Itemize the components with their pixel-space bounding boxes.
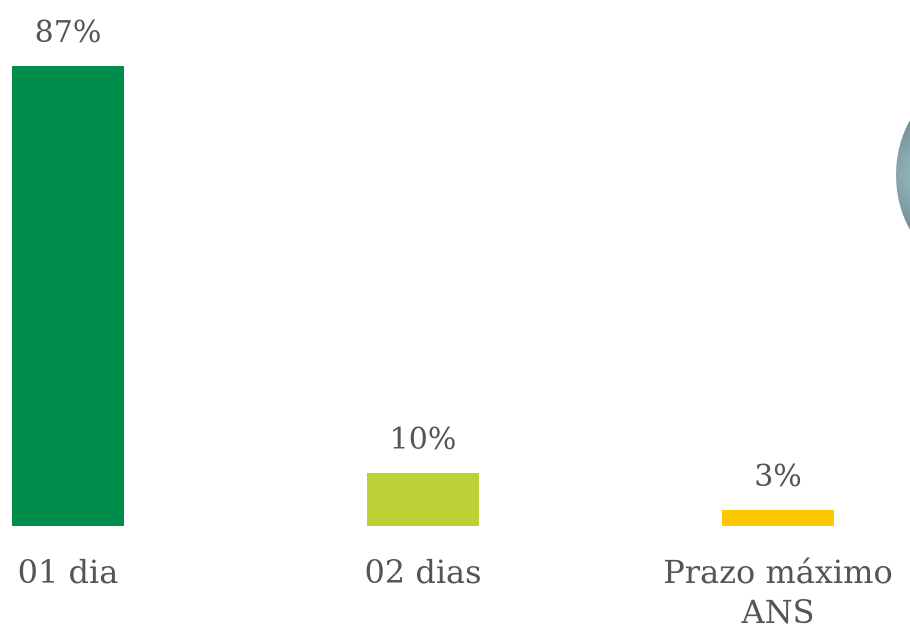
category-label: 02 dias [293,552,553,592]
chart: 87% 01 dia 10% 02 dias 3% Prazo máximo ANS [0,0,910,632]
bar [12,66,124,526]
category-label: 01 dia [0,552,198,592]
bar [367,473,479,526]
decorative-image [896,90,910,260]
category-label: Prazo máximo ANS [648,552,908,632]
value-label: 3% [698,460,858,494]
value-label: 87% [0,16,148,50]
value-label: 10% [343,423,503,457]
bar [722,510,834,526]
